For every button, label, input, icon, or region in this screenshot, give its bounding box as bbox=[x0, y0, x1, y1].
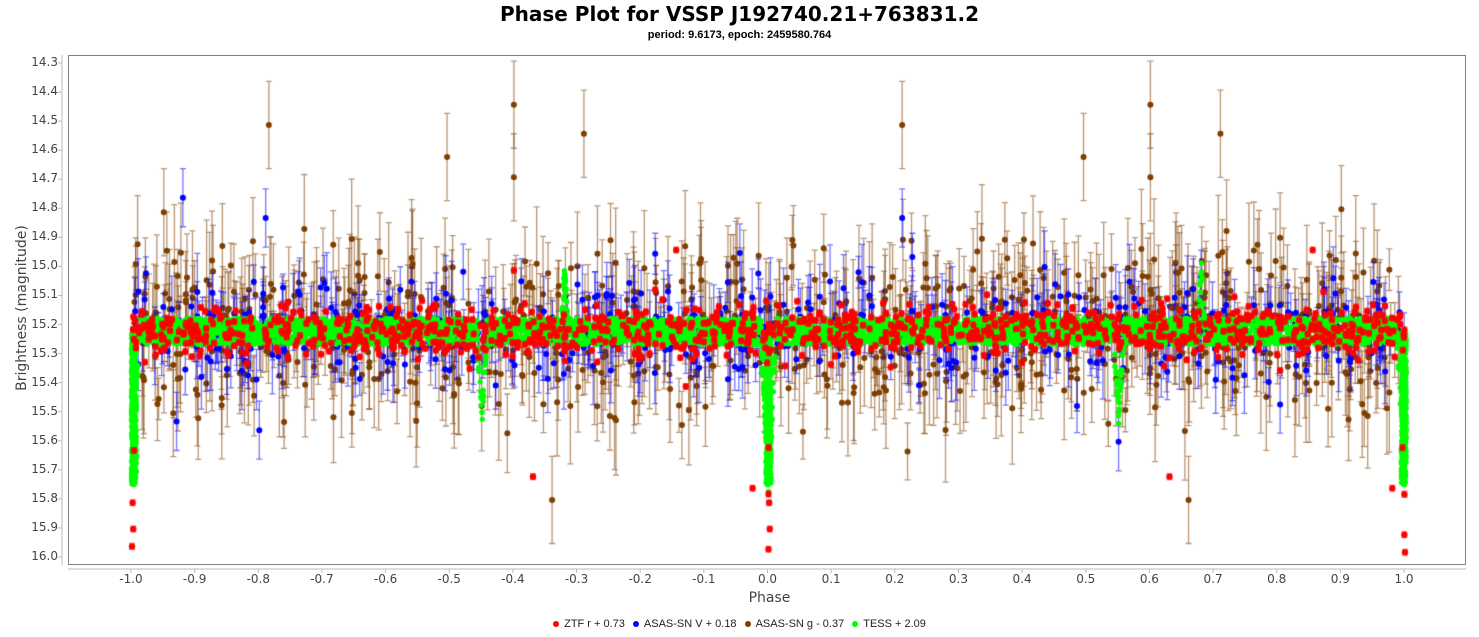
y-tick-label: 15.4 bbox=[31, 374, 58, 389]
x-tick-label: -0.1 bbox=[692, 572, 716, 586]
x-tick-label: 0.0 bbox=[757, 572, 778, 586]
y-tick-label: 15.8 bbox=[31, 490, 58, 505]
legend-item-tess: TESS + 2.09 bbox=[852, 618, 926, 630]
y-tick-label: 15.5 bbox=[31, 403, 58, 418]
x-tick-label: -0.2 bbox=[628, 572, 652, 586]
y-tick-label: 14.3 bbox=[31, 55, 58, 69]
green-dot-icon bbox=[852, 621, 859, 627]
legend-item-asassn-g: ASAS-SN g - 0.37 bbox=[744, 618, 845, 630]
chart-subtitle: period: 9.6173, epoch: 2459580.764 bbox=[647, 29, 832, 41]
y-tick-label: 14.6 bbox=[31, 142, 58, 157]
y-tick-label: 14.8 bbox=[31, 200, 58, 215]
brown-dot-icon bbox=[744, 621, 751, 627]
x-tick-label: 0.5 bbox=[1076, 572, 1096, 586]
x-tick-label: 0.9 bbox=[1330, 572, 1350, 586]
y-tick-label: 15.6 bbox=[31, 432, 58, 447]
legend-label: ASAS-SN V + 0.18 bbox=[643, 618, 737, 630]
x-tick-label: 0.3 bbox=[948, 572, 968, 586]
y-tick-label: 16.0 bbox=[31, 549, 58, 564]
y-tick-label: 14.9 bbox=[31, 229, 58, 244]
y-tick-label: 15.7 bbox=[31, 461, 58, 476]
x-tick-label: 1.0 bbox=[1394, 572, 1414, 586]
x-tick-label: -0.9 bbox=[182, 572, 207, 586]
legend-item-ztf: ZTF r + 0.73 bbox=[553, 618, 625, 630]
x-tick-label: 0.7 bbox=[1203, 572, 1223, 586]
x-tick-label: -0.7 bbox=[310, 572, 334, 586]
y-tick-label: 14.4 bbox=[31, 84, 58, 99]
chart-title: Phase Plot for VSSP J192740.21+763831.2 bbox=[499, 2, 979, 26]
x-tick-label: -0.4 bbox=[501, 572, 525, 586]
plot-area bbox=[68, 55, 1466, 565]
x-tick-label: 0.8 bbox=[1267, 572, 1287, 586]
legend-item-asassn-v: ASAS-SN V + 0.18 bbox=[632, 618, 737, 630]
y-tick-label: 14.7 bbox=[31, 171, 58, 186]
legend: ZTF r + 0.73 ASAS-SN V + 0.18 ASAS-SN g … bbox=[0, 618, 1479, 630]
x-tick-label: -0.6 bbox=[373, 572, 398, 586]
red-dot-icon bbox=[553, 621, 560, 627]
y-tick-label: 15.9 bbox=[31, 519, 58, 534]
scatter-canvas bbox=[69, 56, 1465, 564]
x-axis-label: Phase bbox=[748, 590, 791, 606]
y-tick-label: 15.3 bbox=[31, 345, 58, 360]
y-tick-label: 15.0 bbox=[31, 258, 58, 273]
x-tick-label: -0.8 bbox=[246, 572, 270, 586]
y-axis-label: Brightness (magnitude) bbox=[14, 225, 30, 391]
legend-label: TESS + 2.09 bbox=[863, 618, 926, 630]
y-tick-label: 14.5 bbox=[31, 113, 58, 128]
x-tick-label: -0.5 bbox=[437, 572, 461, 586]
y-tick-label: 15.1 bbox=[31, 287, 58, 302]
legend-label: ASAS-SN g - 0.37 bbox=[755, 618, 845, 630]
x-tick-label: 0.1 bbox=[821, 572, 841, 586]
x-tick-label: 0.6 bbox=[1139, 572, 1159, 586]
y-tick-label: 15.2 bbox=[31, 316, 58, 331]
legend-label: ZTF r + 0.73 bbox=[564, 618, 625, 630]
x-tick-label: 0.2 bbox=[885, 572, 905, 586]
x-tick-label: 0.4 bbox=[1012, 572, 1032, 586]
x-tick-label: -1.0 bbox=[119, 572, 143, 586]
x-tick-label: -0.3 bbox=[564, 572, 589, 586]
blue-dot-icon bbox=[632, 621, 639, 627]
